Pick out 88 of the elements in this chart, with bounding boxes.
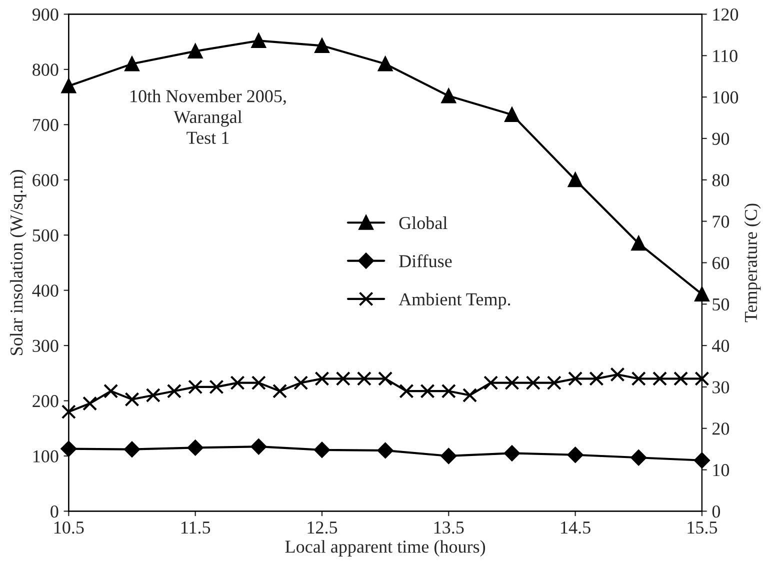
point — [441, 384, 456, 398]
legend-label: Global — [399, 216, 448, 230]
point — [694, 286, 710, 302]
point — [61, 78, 76, 94]
point — [567, 446, 584, 463]
y2-tick-label: 20 — [712, 422, 730, 435]
y-tick-label: 900 — [32, 8, 58, 21]
y-tick-label: 200 — [32, 395, 58, 408]
point — [378, 56, 393, 72]
point — [60, 440, 77, 457]
point — [124, 441, 140, 458]
point — [631, 236, 646, 251]
point — [610, 367, 625, 382]
y-tick-label: 300 — [32, 340, 58, 352]
y2-tick-label: 100 — [713, 91, 738, 104]
point — [188, 44, 203, 58]
point — [504, 376, 520, 390]
point — [104, 384, 118, 398]
point — [462, 388, 478, 403]
legend-label: Diffuse — [399, 254, 452, 268]
y-tick-label: 700 — [33, 118, 58, 132]
annotation: 10th November 2005, Warangal Test 1 — [130, 90, 286, 144]
x-axis-title: Local apparent time (hours) — [285, 540, 486, 556]
point — [378, 371, 393, 386]
x-tick-label: 11.5 — [181, 522, 210, 534]
y-tick-label: 0 — [50, 505, 58, 518]
y-tick-label: 500 — [32, 229, 58, 242]
point — [568, 371, 583, 386]
point — [188, 380, 203, 394]
point — [251, 33, 266, 48]
point — [314, 442, 330, 458]
y2-tick-label: 50 — [712, 298, 730, 311]
y-axis-title: Solar insolation (W/sq.m) — [10, 170, 26, 356]
y2-axis-title: Temperature (C) — [744, 204, 761, 322]
point — [124, 56, 140, 72]
point — [484, 376, 498, 390]
point — [356, 371, 372, 386]
point — [146, 388, 160, 403]
point — [187, 440, 204, 456]
point — [694, 371, 710, 386]
point — [420, 384, 435, 398]
point — [631, 371, 646, 386]
y2-tick-label: 40 — [712, 340, 730, 352]
point — [652, 371, 668, 386]
legend-label: Ambient Temp. — [398, 292, 510, 310]
point — [61, 404, 76, 420]
x-tick-label: 13.5 — [434, 521, 464, 534]
y-tick-label: 100 — [33, 450, 58, 462]
y2-tick-label: 70 — [712, 216, 730, 228]
point — [377, 442, 394, 458]
y2-tick-label: 80 — [712, 174, 730, 186]
y2-tick-label: 120 — [713, 8, 738, 21]
point — [440, 448, 457, 464]
point — [674, 371, 688, 386]
point — [209, 380, 224, 394]
y2-tick-label: 90 — [712, 132, 730, 145]
point — [526, 376, 540, 390]
y2-tick-label: 60 — [712, 256, 730, 270]
y-tick-label: 800 — [32, 64, 58, 76]
point — [251, 376, 266, 390]
point — [314, 371, 330, 386]
y-tick-label: 400 — [32, 284, 58, 297]
point — [250, 438, 267, 455]
point — [589, 371, 604, 386]
y2-tick-label: 110 — [713, 50, 738, 62]
y2-tick-label: 10 — [713, 464, 730, 476]
point — [568, 172, 583, 188]
x-tick-label: 12.5 — [308, 521, 338, 534]
point — [399, 384, 414, 398]
x-tick-label: 15.5 — [688, 522, 718, 534]
y2-tick-label: 0 — [712, 505, 720, 518]
point — [272, 384, 288, 398]
point — [630, 450, 647, 466]
y-tick-label: 600 — [32, 174, 58, 186]
point — [336, 371, 350, 386]
x-tick-label: 10.5 — [54, 521, 84, 534]
point — [230, 376, 245, 390]
point — [504, 107, 520, 122]
point — [441, 88, 456, 104]
point — [504, 445, 520, 462]
point — [166, 384, 182, 398]
point — [314, 38, 330, 53]
point — [82, 396, 98, 411]
y2-tick-label: 30 — [712, 381, 730, 394]
point — [546, 376, 562, 390]
point — [124, 392, 140, 407]
point — [294, 376, 308, 390]
x-tick-label: 14.5 — [561, 522, 590, 534]
